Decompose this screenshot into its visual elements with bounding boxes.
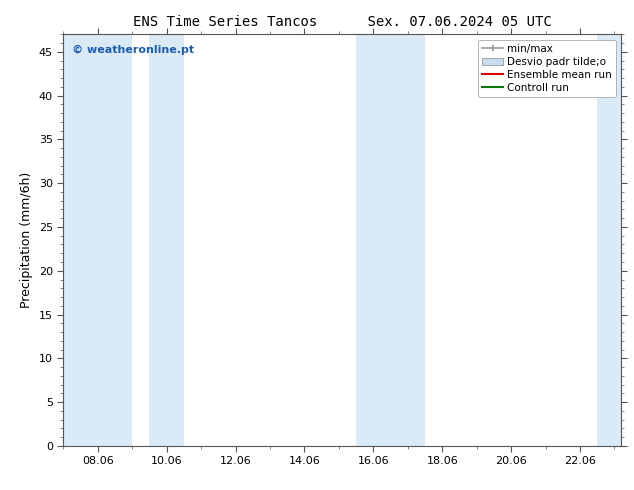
Title: ENS Time Series Tancos      Sex. 07.06.2024 05 UTC: ENS Time Series Tancos Sex. 07.06.2024 0… — [133, 15, 552, 29]
Bar — [356, 34, 425, 446]
Bar — [63, 34, 133, 446]
Text: © weatheronline.pt: © weatheronline.pt — [72, 45, 194, 55]
Bar — [597, 34, 621, 446]
Bar — [150, 34, 184, 446]
Y-axis label: Precipitation (mm/6h): Precipitation (mm/6h) — [20, 172, 34, 308]
Legend: min/max, Desvio padr tilde;o, Ensemble mean run, Controll run: min/max, Desvio padr tilde;o, Ensemble m… — [478, 40, 616, 97]
